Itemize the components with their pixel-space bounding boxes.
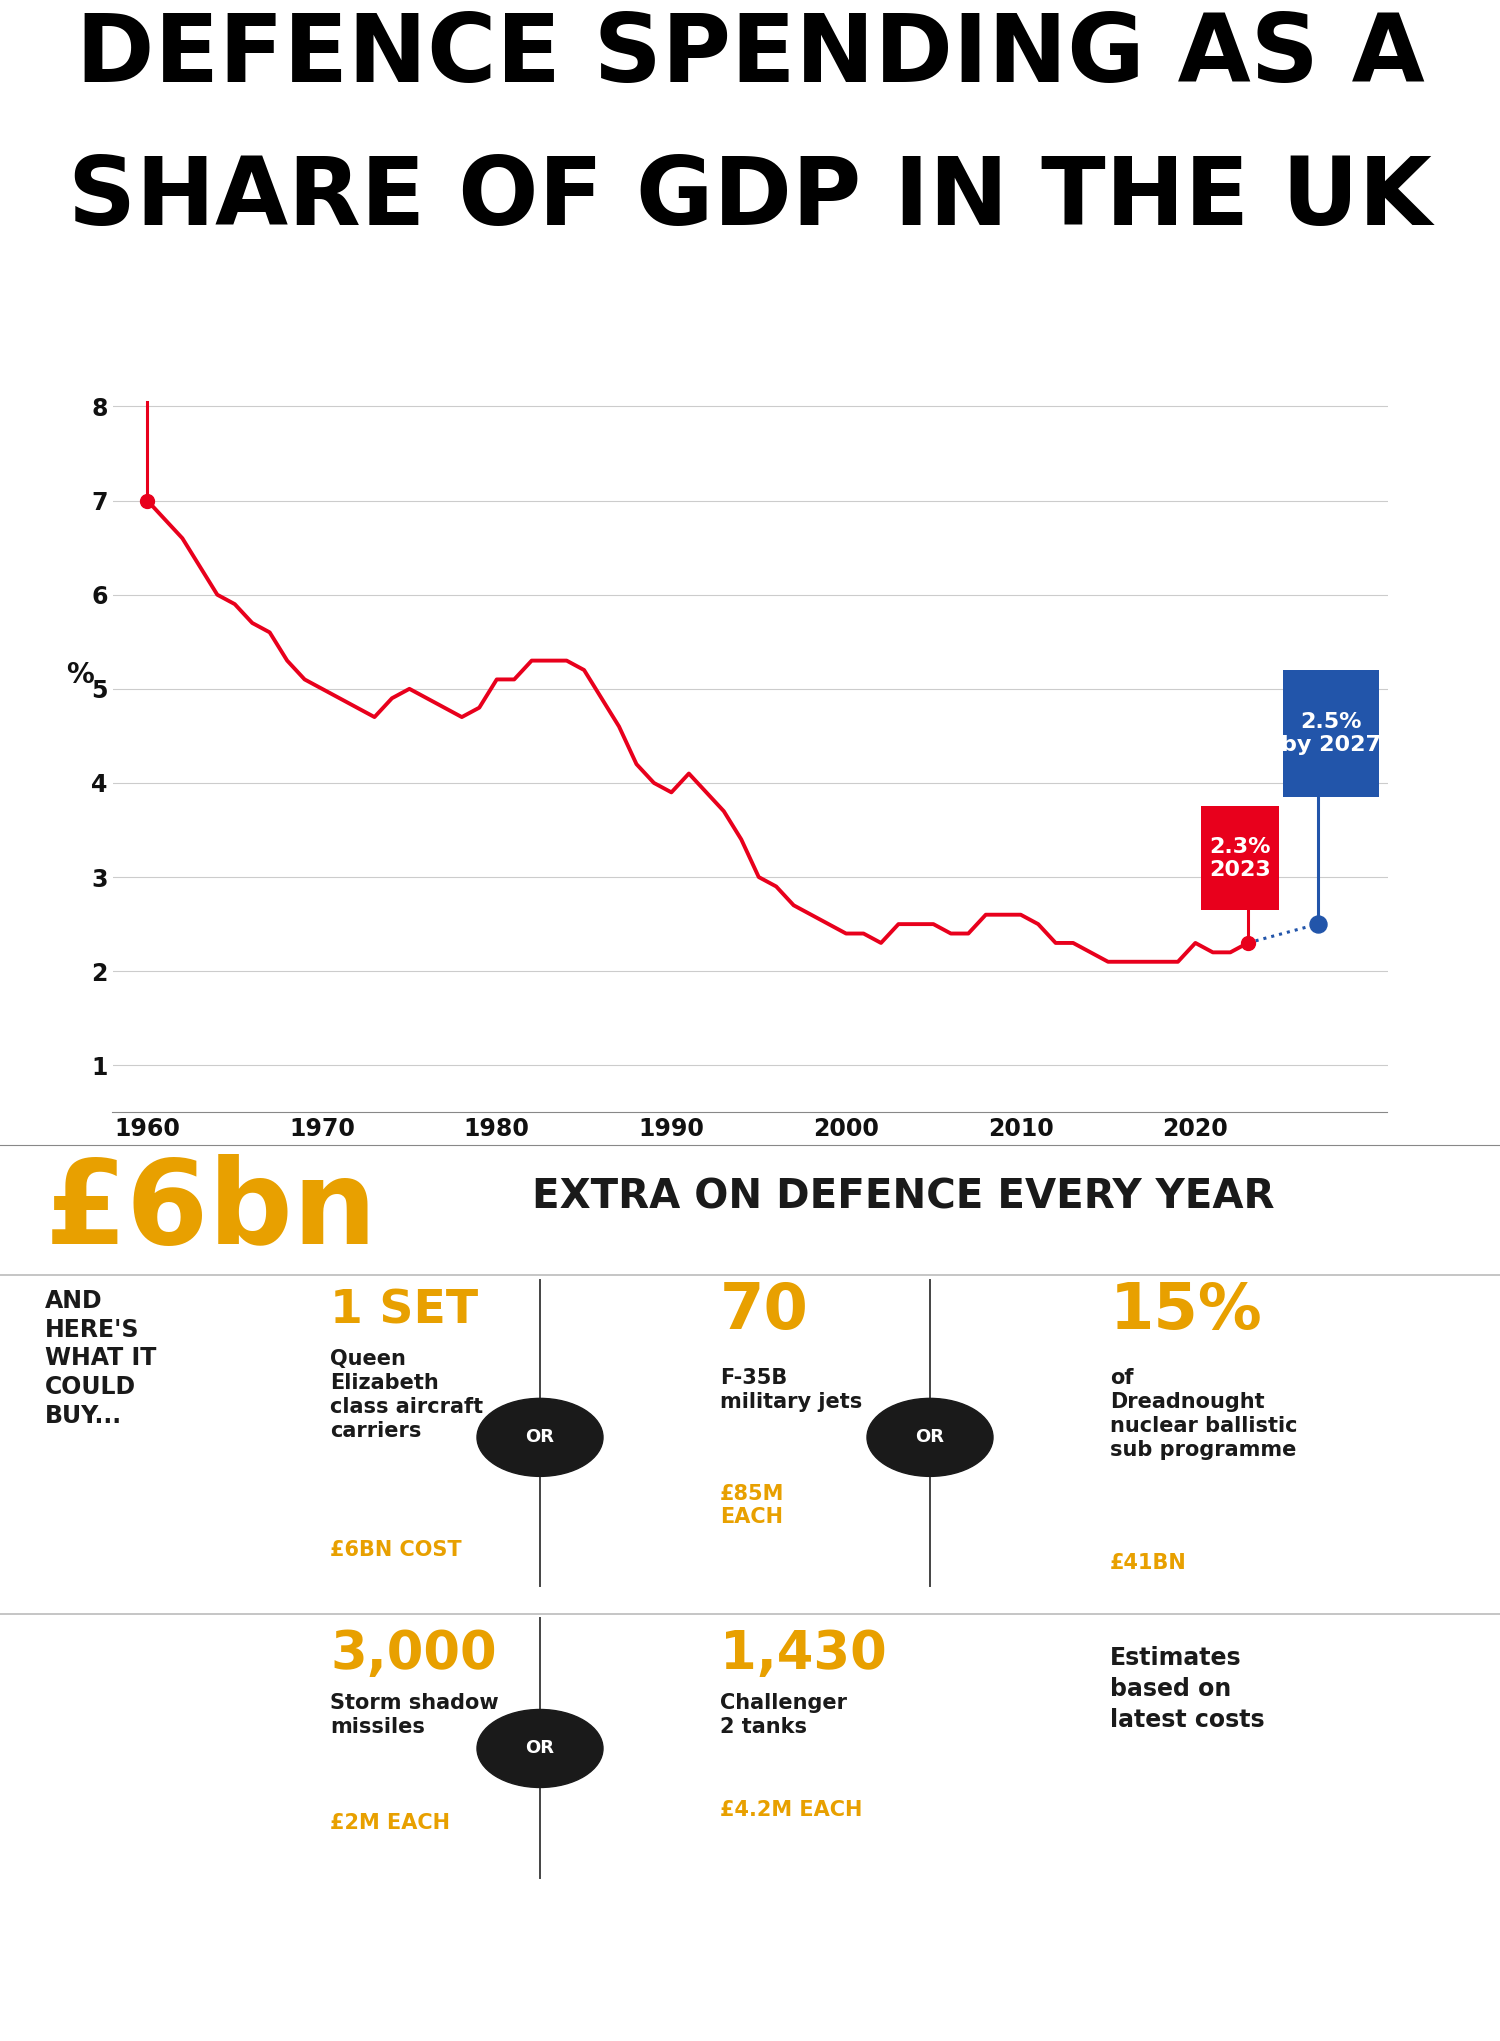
Text: 3,000: 3,000 [330, 1629, 496, 1680]
Circle shape [477, 1398, 603, 1476]
Point [1236, 927, 1260, 959]
Text: of
Dreadnought
nuclear ballistic
sub programme: of Dreadnought nuclear ballistic sub pro… [1110, 1367, 1298, 1459]
Text: 1 SET: 1 SET [330, 1288, 478, 1333]
Y-axis label: %: % [66, 661, 94, 688]
Text: OR: OR [525, 1429, 555, 1447]
Text: SHARE OF GDP IN THE UK: SHARE OF GDP IN THE UK [68, 153, 1432, 245]
Text: Storm shadow
missiles: Storm shadow missiles [330, 1692, 498, 1737]
Text: £85M
EACH: £85M EACH [720, 1484, 784, 1527]
Point [135, 484, 159, 516]
Text: £2M EACH: £2M EACH [330, 1814, 450, 1833]
Text: 1,430: 1,430 [720, 1629, 886, 1680]
Text: 2.3%
2023: 2.3% 2023 [1209, 837, 1270, 880]
Text: OR: OR [915, 1429, 945, 1447]
Text: 2.5%
by 2027: 2.5% by 2027 [1281, 712, 1380, 755]
Text: Estimates
based on
latest costs: Estimates based on latest costs [1110, 1647, 1264, 1731]
Text: DEFENCE SPENDING AS A: DEFENCE SPENDING AS A [75, 10, 1425, 102]
Circle shape [867, 1398, 993, 1476]
FancyBboxPatch shape [1282, 669, 1378, 798]
Text: 70: 70 [720, 1280, 809, 1341]
Text: EXTRA ON DEFENCE EVERY YEAR: EXTRA ON DEFENCE EVERY YEAR [532, 1178, 1275, 1216]
Text: £6bn: £6bn [45, 1153, 378, 1270]
Text: 15%: 15% [1110, 1280, 1263, 1341]
Text: Challenger
2 tanks: Challenger 2 tanks [720, 1692, 848, 1737]
Text: £4.2M EACH: £4.2M EACH [720, 1800, 862, 1819]
Text: £41BN: £41BN [1110, 1553, 1186, 1574]
Text: OR: OR [525, 1739, 555, 1757]
Text: F-35B
military jets: F-35B military jets [720, 1367, 862, 1412]
Point [1305, 908, 1329, 941]
Text: £6BN COST: £6BN COST [330, 1539, 462, 1559]
Text: AND
HERE'S
WHAT IT
COULD
BUY...: AND HERE'S WHAT IT COULD BUY... [45, 1288, 156, 1429]
Text: Queen
Elizabeth
class aircraft
carriers: Queen Elizabeth class aircraft carriers [330, 1349, 483, 1441]
Circle shape [477, 1710, 603, 1788]
FancyBboxPatch shape [1200, 806, 1280, 910]
